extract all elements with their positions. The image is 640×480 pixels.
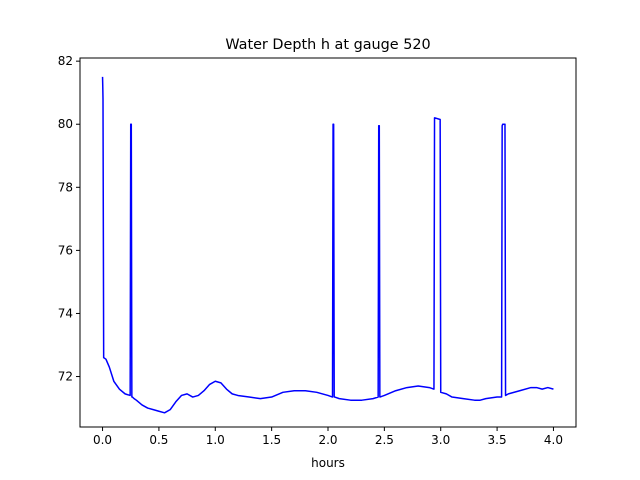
y-tick-label: 80 (58, 117, 73, 131)
y-tick-label: 82 (58, 54, 73, 68)
x-tick-label: 3.0 (431, 433, 450, 447)
y-tick-label: 76 (58, 243, 73, 257)
x-tick-label: 0.5 (149, 433, 168, 447)
data-layer (101, 76, 554, 414)
y-tick-label: 72 (58, 370, 73, 384)
y-tick-label: 74 (58, 306, 73, 320)
x-tick-label: 4.0 (544, 433, 563, 447)
plot-area (80, 58, 576, 427)
x-tick-label: 1.0 (206, 433, 225, 447)
y-tick-label: 78 (58, 180, 73, 194)
chart-title: Water Depth h at gauge 520 (225, 37, 430, 53)
x-tick-label: 2.0 (318, 433, 337, 447)
x-tick-label: 1.5 (262, 433, 281, 447)
x-tick-label: 3.5 (488, 433, 507, 447)
x-axis-label: hours (311, 456, 345, 470)
x-tick-label: 2.5 (375, 433, 394, 447)
x-tick-label: 0.0 (93, 433, 112, 447)
y-axis-ticks: 72 74 76 78 80 82 (58, 54, 80, 384)
series-line-0 (101, 76, 554, 414)
x-axis-ticks: 0.0 0.5 1.0 1.5 2.0 2.5 3.0 3.5 4.0 (93, 427, 563, 447)
